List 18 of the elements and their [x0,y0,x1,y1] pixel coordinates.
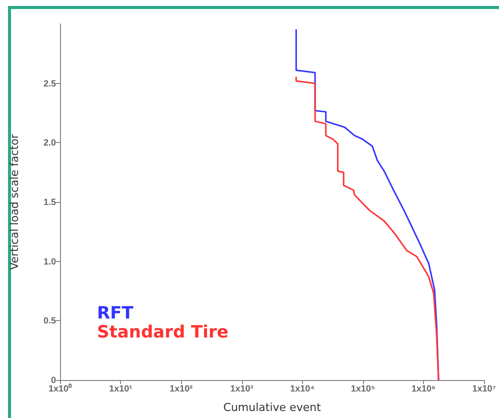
text: RFT [97,304,134,324]
x-tick-label: 1x10³ [230,384,254,394]
x-tick-label: 1x10⁶ [411,384,436,394]
x-axis-title: Cumulative event [223,401,322,414]
y-tick-label: 1.0 [43,256,56,266]
y-tick-label: 0 [50,375,56,385]
x-tick-label: 1x10⁵ [350,384,376,394]
y-tick-label: 1.5 [43,197,56,207]
x-tick-label: 1x10² [170,384,193,394]
y-tick-label: 2.5 [43,78,56,88]
x-tick-label: 1x10⁴ [290,384,315,394]
y-tick-label: 2.0 [43,138,56,148]
y-tick-label: 0.5 [43,316,56,326]
text: Standard Tire [97,322,228,342]
x-tick-label: 1x10¹ [109,384,132,394]
x-tick-label: 1x10⁷ [472,384,496,394]
y-axis-title: Vertical load scale factor [8,134,21,270]
x-tick-label: 1x10⁰ [48,384,73,394]
